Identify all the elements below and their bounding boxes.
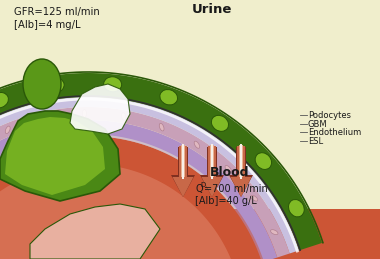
FancyArrow shape: [201, 146, 223, 197]
FancyArrow shape: [181, 145, 185, 177]
Ellipse shape: [271, 230, 278, 235]
Ellipse shape: [5, 126, 10, 134]
Polygon shape: [30, 204, 160, 259]
Ellipse shape: [255, 153, 272, 169]
Text: [Alb]=4 mg/L: [Alb]=4 mg/L: [14, 20, 81, 30]
FancyArrow shape: [231, 146, 252, 197]
Ellipse shape: [225, 166, 231, 172]
FancyArrow shape: [200, 147, 224, 197]
Text: [Alb]=40 g/L: [Alb]=40 g/L: [195, 196, 257, 206]
Ellipse shape: [194, 141, 200, 148]
Ellipse shape: [0, 92, 8, 108]
Text: Podocytes: Podocytes: [308, 111, 351, 119]
Ellipse shape: [251, 195, 258, 201]
Ellipse shape: [104, 77, 122, 92]
Ellipse shape: [43, 114, 48, 122]
Polygon shape: [0, 73, 322, 259]
FancyArrow shape: [240, 144, 242, 179]
Text: Urine: Urine: [192, 3, 232, 16]
Polygon shape: [70, 84, 130, 134]
Ellipse shape: [211, 115, 228, 131]
Text: Q: Q: [195, 184, 203, 194]
Ellipse shape: [122, 113, 126, 121]
Polygon shape: [0, 164, 236, 259]
FancyArrow shape: [171, 147, 195, 197]
Polygon shape: [0, 107, 290, 259]
FancyArrow shape: [239, 145, 243, 177]
Text: GBM: GBM: [308, 119, 328, 128]
Ellipse shape: [23, 59, 61, 109]
Polygon shape: [0, 209, 380, 259]
FancyArrow shape: [173, 146, 193, 197]
Text: Endothelium: Endothelium: [308, 127, 361, 136]
Text: GFR=125 ml/min: GFR=125 ml/min: [14, 7, 100, 17]
Polygon shape: [5, 117, 105, 195]
Text: ESL: ESL: [308, 136, 323, 146]
Ellipse shape: [288, 199, 304, 217]
Ellipse shape: [159, 123, 164, 131]
FancyArrow shape: [182, 144, 184, 179]
Text: =700 ml/min: =700 ml/min: [204, 184, 268, 194]
Polygon shape: [0, 111, 120, 201]
Text: D: D: [201, 182, 206, 188]
Polygon shape: [0, 97, 299, 259]
Ellipse shape: [82, 110, 86, 118]
Text: Blood: Blood: [210, 166, 250, 179]
Polygon shape: [0, 136, 262, 259]
FancyArrow shape: [210, 145, 214, 177]
Ellipse shape: [46, 78, 64, 93]
FancyArrow shape: [229, 147, 253, 197]
Polygon shape: [0, 120, 277, 259]
FancyArrow shape: [211, 144, 213, 179]
Ellipse shape: [160, 90, 177, 105]
